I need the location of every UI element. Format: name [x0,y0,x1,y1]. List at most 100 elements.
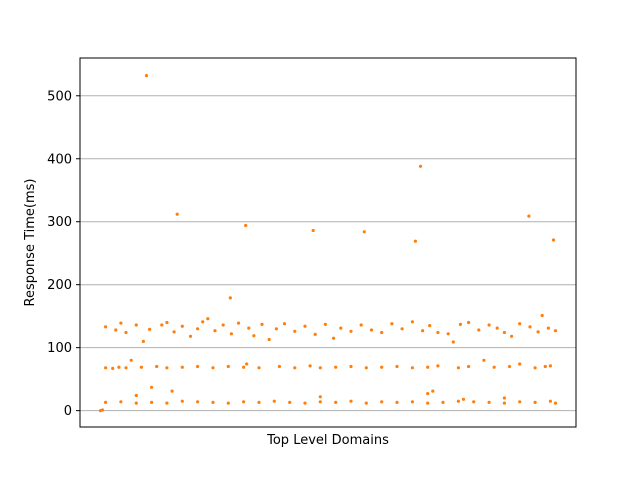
data-point [119,321,123,325]
data-point [124,330,128,335]
data-point [180,324,184,328]
data-point [553,401,558,405]
x-axis-title: Top Level Domains [266,433,389,448]
data-point [359,323,363,327]
data-point [206,317,210,321]
y-tick-label: 100 [47,341,72,356]
data-point [100,408,105,412]
data-point [364,366,368,370]
data-point [334,400,338,404]
data-point [395,364,399,369]
data-point [311,228,315,233]
data-point [282,322,287,326]
data-point [318,395,322,399]
data-point [518,322,522,326]
data-point [502,401,506,405]
data-point [144,74,149,78]
data-point [339,326,343,330]
data-point [431,389,435,393]
y-tick-label: 400 [47,152,72,167]
data-point [436,364,440,368]
data-point [540,313,544,318]
data-point [548,364,553,368]
data-point [165,366,169,370]
data-point [221,323,225,327]
data-point [247,326,251,330]
data-point [543,364,547,369]
data-point [380,365,384,369]
data-point [332,336,336,340]
data-point [467,364,471,369]
data-point [267,337,271,342]
data-point [117,365,121,369]
grid-lines [80,95,576,412]
data-point [461,397,466,401]
data-point [175,212,179,216]
data-point [426,392,430,396]
data-point [308,364,312,368]
data-point [548,399,553,403]
data-point [507,364,512,369]
data-point [527,214,531,218]
data-point [456,399,460,403]
plot-frame [79,57,577,428]
y-tick-label: 0 [64,404,72,419]
data-point [277,364,281,369]
data-point [400,327,404,331]
data-point [226,364,230,369]
data-point [510,334,514,338]
data-point [410,400,414,404]
data-point [244,223,248,228]
data-point [242,400,246,404]
data-point [242,365,246,369]
data-point [196,327,200,331]
data-point [196,400,200,404]
y-axis-ticks: 0 100 200 300 400 500 [47,89,80,419]
data-point [180,399,184,403]
data-point [436,330,440,335]
data-point [293,366,297,370]
data-point [349,364,353,369]
data-point [236,321,241,325]
data-point [380,330,384,335]
data-point [252,334,256,338]
data-point [487,400,491,404]
y-tick-label: 500 [47,89,72,104]
data-point [502,396,506,400]
data-point [553,329,558,333]
data-point [551,238,556,242]
data-point [349,329,353,333]
data-point [395,400,399,404]
data-point [229,332,233,336]
data-point [274,327,278,331]
data-point [349,399,353,403]
data-point [201,320,205,324]
data-point [104,400,108,404]
data-point [536,330,540,334]
data-point [188,334,193,338]
data-point [495,326,499,330]
data-point [257,366,261,370]
data-point [467,320,471,325]
data-point [303,324,307,328]
data-points [98,74,558,413]
data-point [293,329,297,333]
data-point [390,322,394,326]
data-point [134,401,138,405]
data-point [334,365,338,369]
data-point [150,385,154,389]
y-tick-label: 300 [47,215,72,230]
data-point [155,364,159,369]
data-point [477,328,481,332]
data-point [426,365,430,369]
data-point [134,393,138,398]
data-point [518,362,522,366]
data-point [428,324,432,328]
data-point [104,366,108,370]
data-point [228,296,232,300]
data-point [362,230,366,234]
data-point [272,399,276,403]
data-point [288,400,292,404]
data-point [528,325,532,329]
